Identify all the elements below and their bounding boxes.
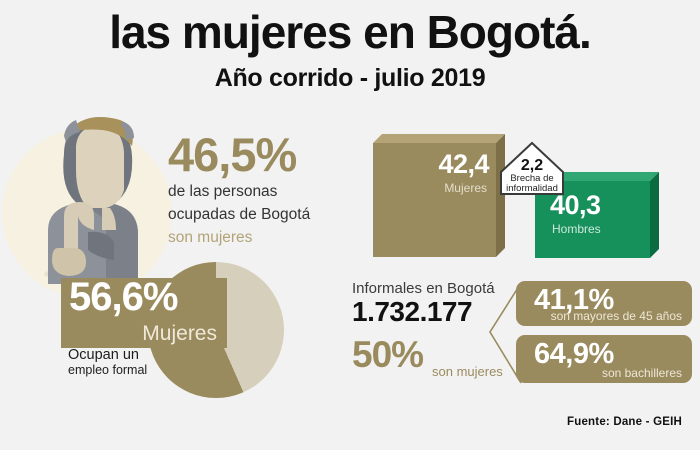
woman-flexing-arm-icon [44,117,138,284]
stat-employment-line1: de las personas [168,183,278,200]
bar-hombres-informalidad: 40,3 Hombres [535,181,650,258]
pie-category: Mujeres [142,322,217,345]
source-credit: Fuente: Dane - GEIH [567,416,682,428]
bar-green-side-face [650,172,659,258]
stat-card-older[interactable]: 41,1% son mayores de 45 años [516,281,692,326]
gap-callout-line1: Brecha de [510,173,554,184]
gap-callout-line2: informalidad [506,182,558,194]
gap-callout: 2,2 Brecha de informalidad [499,141,565,196]
bracket-chevron-icon [489,282,522,384]
stat-card-bachilleres-label: son bachilleres [601,366,682,380]
callout-pentagon-icon [500,141,564,195]
page-subtitle: Año corrido - julio 2019 [214,64,486,92]
bar-gold-value: 42,4 [438,149,489,179]
stat-employment-line2: ocupadas de Bogotá [168,205,311,223]
stat-employment-line3: son mujeres [168,228,253,246]
pie-footnote: Ocupan un empleo formal [68,347,148,378]
pie-footnote-line1: Ocupan un [68,347,139,363]
informal-title: Informales en Bogotá [352,280,495,297]
gap-callout-text: Brecha de informalidad [499,174,565,194]
stat-card-bachilleres[interactable]: 64,9% son bachilleres [516,335,692,383]
pie-label-box: 56,6% Mujeres [61,275,227,348]
stat-card-older-label: son mayores de 45 años [550,309,682,323]
bar-green-label: Hombres [552,222,601,236]
pie-footnote-line2: empleo formal [68,362,148,377]
pie-value: 56,6% [69,275,178,319]
informal-number: 1.732.177 [352,296,473,327]
gap-callout-value: 2,2 [520,157,544,174]
stat-card-bachilleres-value: 64,9% [534,338,614,370]
stat-employment-block: 46,5% de las personas ocupadas de Bogotá… [168,131,368,246]
bar-mujeres-informalidad: 42,4 Mujeres [373,143,496,257]
bar-gold-top-face [373,134,505,143]
stat-employment-value: 46,5% [168,128,297,181]
page-title: las mujeres en Bogotá. [109,6,592,58]
stat-card-older-value: 41,1% [534,284,614,316]
informal-percent: 50% [352,334,424,375]
bar-gold-label: Mujeres [444,181,487,195]
informal-percent-label: son mujeres [432,364,503,379]
